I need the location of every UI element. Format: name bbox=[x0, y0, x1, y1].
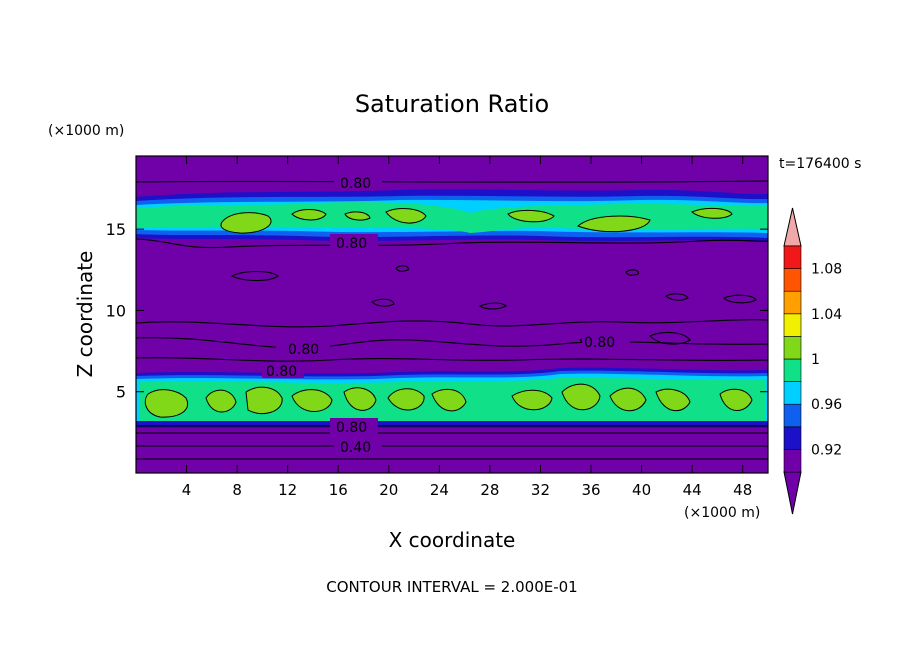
chart-title: Saturation Ratio bbox=[355, 90, 549, 118]
contour-label: 0.80 bbox=[266, 364, 297, 380]
contour-label: 0.40 bbox=[340, 440, 371, 456]
time-label: t=176400 s bbox=[779, 156, 861, 172]
x-tick-label: 40 bbox=[632, 481, 651, 499]
contour-label: 0.80 bbox=[336, 236, 367, 252]
x-tick-label: 24 bbox=[430, 481, 449, 499]
colorbar-tick-label: 1.08 bbox=[811, 262, 842, 278]
x-tick-label: 16 bbox=[329, 481, 348, 499]
x-tick-label: 20 bbox=[379, 481, 398, 499]
colorbar-under-triangle bbox=[783, 471, 802, 515]
lower-layer-green-patches bbox=[144, 383, 753, 418]
x-tick-label: 32 bbox=[531, 481, 550, 499]
contour-plot-area bbox=[136, 156, 768, 473]
plot-frame bbox=[135, 155, 769, 474]
x-tick-label: 48 bbox=[733, 481, 752, 499]
colorbar-tick-label: 0.96 bbox=[811, 397, 842, 413]
colorbar-swatch bbox=[783, 403, 802, 428]
x-tick-label: 4 bbox=[182, 481, 192, 499]
y-tick-label: 10 bbox=[106, 301, 126, 320]
colorbar: 0.92 0.96 1 1.04 1.08 bbox=[783, 207, 842, 515]
contour-interval-footer: CONTOUR INTERVAL = 2.000E-01 bbox=[326, 578, 577, 596]
colorbar-swatch bbox=[783, 449, 802, 473]
x-axis-label: X coordinate bbox=[389, 528, 516, 552]
colorbar-swatch bbox=[783, 381, 802, 405]
colorbar-tick-label: 0.92 bbox=[811, 442, 842, 458]
x-tick-label: 8 bbox=[232, 481, 242, 499]
contour-label: 0.80 bbox=[584, 335, 615, 351]
x-unit-label: (×1000 m) bbox=[684, 505, 760, 521]
colorbar-swatch bbox=[783, 336, 802, 360]
contour-label: 0.80 bbox=[340, 176, 371, 192]
colorbar-swatch bbox=[783, 268, 802, 292]
contour-label: 0.80 bbox=[336, 420, 367, 436]
y-unit-label: (×1000 m) bbox=[48, 123, 124, 139]
y-tick-label: 15 bbox=[106, 220, 126, 239]
colorbar-swatch bbox=[783, 245, 802, 269]
colorbar-tick-label: 1 bbox=[811, 352, 820, 368]
x-axis-ticks: 4 8 12 16 20 24 28 32 36 40 44 48 bbox=[182, 156, 752, 499]
y-tick-label: 5 bbox=[116, 383, 126, 402]
x-tick-label: 28 bbox=[480, 481, 499, 499]
colorbar-swatch bbox=[783, 358, 802, 382]
colorbar-swatch bbox=[783, 426, 802, 450]
x-tick-label: 44 bbox=[683, 481, 702, 499]
upper-layer-green-patches bbox=[220, 207, 733, 234]
cloud-base-dark-band bbox=[136, 421, 768, 426]
x-tick-label: 12 bbox=[278, 481, 297, 499]
colorbar-tick-label: 1.04 bbox=[811, 307, 842, 323]
y-axis-ticks: 5 10 15 bbox=[106, 220, 768, 402]
colorbar-swatch bbox=[783, 290, 802, 315]
colorbar-over-triangle bbox=[783, 207, 802, 247]
contour-label: 0.80 bbox=[288, 342, 319, 358]
colorbar-swatch bbox=[783, 313, 802, 337]
x-tick-label: 36 bbox=[581, 481, 600, 499]
y-axis-label: Z coordinate bbox=[73, 251, 97, 378]
